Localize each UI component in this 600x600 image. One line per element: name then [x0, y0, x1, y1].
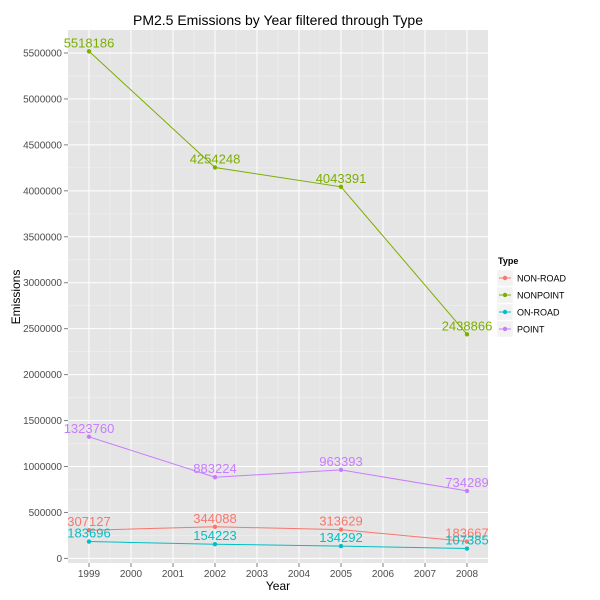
data-label: 107385 — [445, 533, 488, 548]
x-axis: 1999 2000 2001 2002 2003 2004 2005 2006 2007 2008 — [78, 563, 479, 580]
y-tick-label: 1500000 — [23, 416, 62, 427]
data-label: 344088 — [193, 511, 236, 526]
legend-key-point — [502, 275, 508, 281]
data-point — [338, 527, 344, 532]
y-tick-label: 500000 — [29, 508, 63, 519]
data-point — [86, 434, 92, 439]
data-point — [464, 488, 470, 494]
x-axis-title: Year — [266, 579, 290, 593]
legend: Type NON-ROAD NONPOINT ON-ROAD POINT — [496, 256, 566, 338]
data-label: 963393 — [319, 454, 362, 469]
x-tick-label: 2004 — [288, 569, 311, 580]
legend-label: ON-ROAD — [517, 308, 560, 318]
y-axis-title: Emissions — [9, 270, 23, 325]
x-tick-label: 2001 — [162, 569, 185, 580]
x-tick-label: 2000 — [120, 569, 143, 580]
data-point — [212, 524, 218, 529]
data-label: 154223 — [193, 528, 236, 543]
legend-label: NONPOINT — [517, 291, 565, 301]
y-tick-label: 4000000 — [23, 186, 62, 197]
data-point — [86, 539, 92, 544]
data-point — [338, 184, 344, 190]
x-tick-label: 2007 — [414, 569, 437, 580]
data-label: 4254248 — [190, 151, 241, 166]
data-point — [338, 467, 344, 473]
y-tick-label: 3000000 — [23, 278, 62, 289]
data-point — [212, 542, 218, 547]
y-axis: 0 500000 1000000 1500000 2000000 2500000 30000… — [23, 48, 68, 565]
y-tick-label: 5000000 — [23, 94, 62, 105]
legend-key-point — [502, 292, 508, 298]
legend-key-point — [502, 309, 508, 315]
data-point — [338, 543, 344, 549]
series-line-point — [88, 436, 468, 492]
x-tick-label: 2002 — [204, 569, 227, 580]
legend-label: POINT — [517, 325, 545, 335]
y-tick-label: 2000000 — [23, 370, 62, 381]
data-point — [86, 527, 92, 533]
data-point — [86, 49, 92, 54]
series-line-on-road — [88, 541, 468, 549]
series-group — [86, 49, 470, 551]
chart-title: PM2.5 Emissions by Year filtered through… — [133, 12, 423, 28]
data-label: 313629 — [319, 514, 362, 529]
data-label: 883224 — [193, 461, 236, 476]
x-tick-label: 2008 — [456, 569, 479, 580]
data-label: 734289 — [445, 475, 488, 490]
data-label: 183696 — [67, 526, 110, 541]
x-tick-label: 2005 — [330, 569, 353, 580]
data-label: 1323760 — [64, 421, 115, 436]
data-point — [212, 165, 218, 170]
legend-title: Type — [498, 256, 518, 266]
data-label: 307127 — [67, 514, 110, 529]
data-point — [464, 539, 470, 544]
data-label: 5518186 — [64, 35, 115, 50]
series-line-nonpoint — [88, 50, 468, 335]
y-tick-label: 1000000 — [23, 462, 62, 473]
series-line-non-road — [88, 526, 468, 542]
x-tick-label: 1999 — [78, 569, 101, 580]
data-label: 183667 — [445, 526, 488, 541]
data-label: 2438866 — [442, 318, 493, 333]
y-tick-label: 0 — [56, 554, 62, 565]
legend-key-point — [502, 326, 508, 332]
data-labels: 307127 344088 313629 183667 5518186 4254248 40… — [64, 35, 493, 547]
data-label: 134292 — [319, 530, 362, 545]
data-point — [464, 332, 470, 337]
x-tick-label: 2003 — [246, 569, 269, 580]
y-tick-label: 3500000 — [23, 232, 62, 243]
data-label: 4043391 — [316, 171, 367, 186]
y-tick-label: 2500000 — [23, 324, 62, 335]
y-tick-label: 4500000 — [23, 140, 62, 151]
y-tick-label: 5500000 — [23, 48, 62, 59]
data-point — [464, 546, 470, 551]
x-tick-label: 2006 — [372, 569, 395, 580]
grid — [68, 30, 488, 563]
data-point — [212, 475, 218, 480]
legend-label: NON-ROAD — [517, 274, 566, 284]
